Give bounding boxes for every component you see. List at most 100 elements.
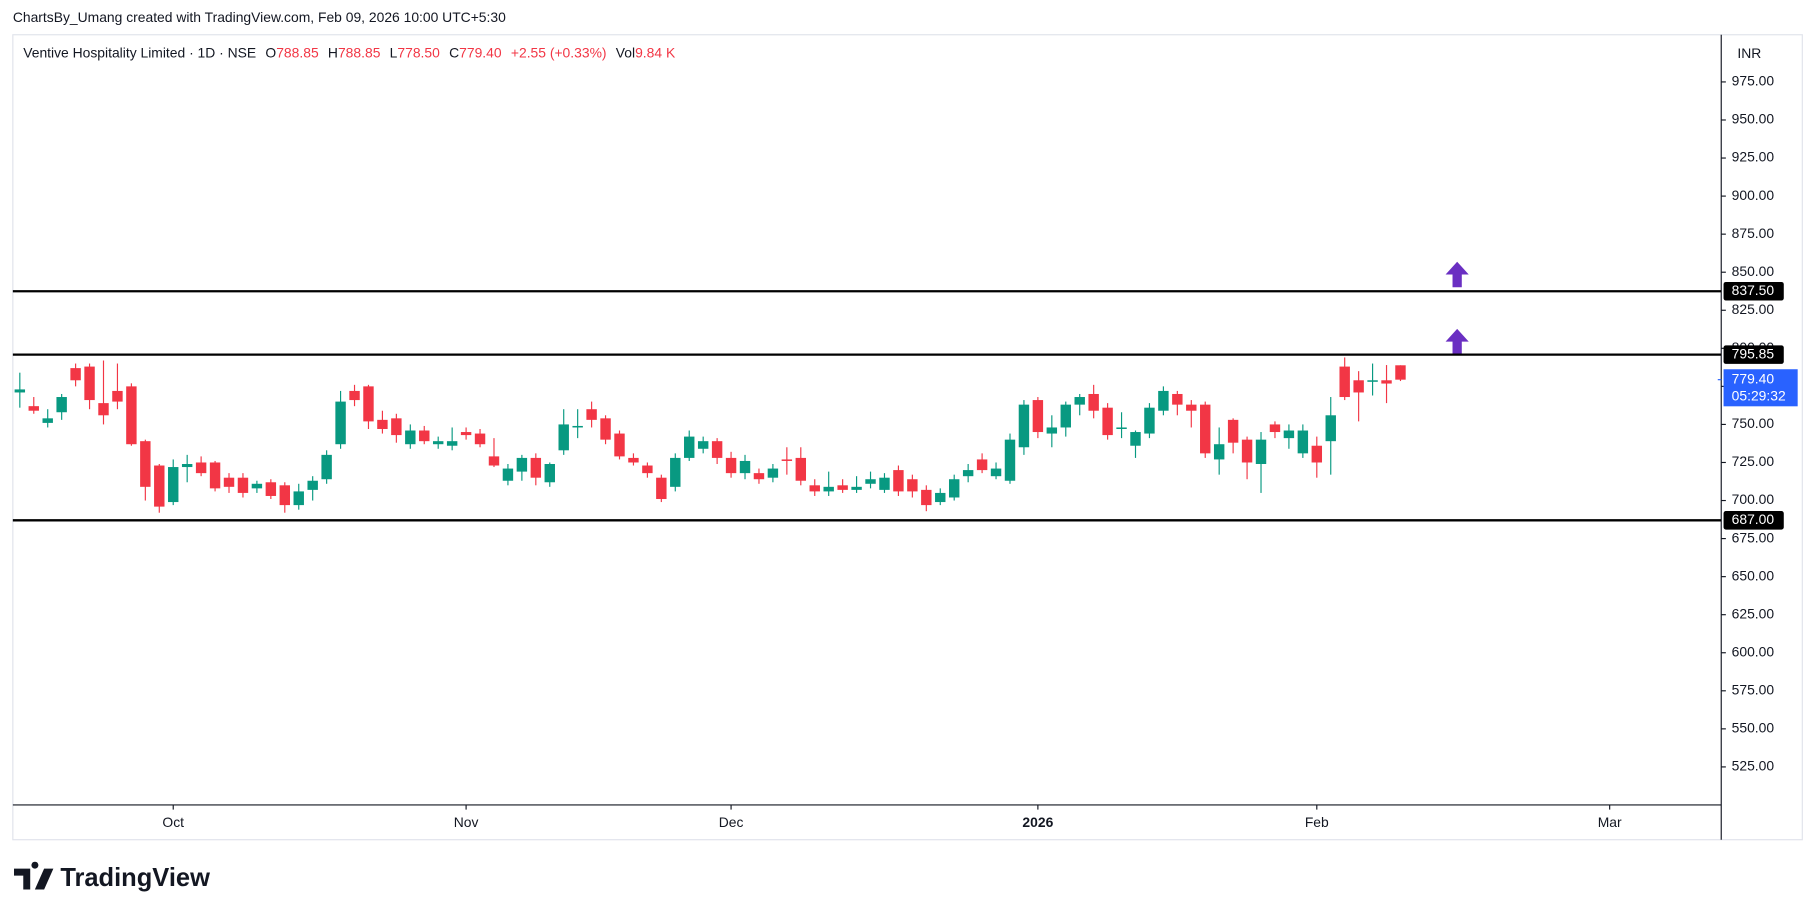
candle-body (1130, 432, 1141, 446)
frame (12, 34, 1803, 841)
x-tick-label: 2026 (1022, 814, 1053, 830)
y-tick-label: 925.00 (1732, 149, 1775, 165)
candle-body (42, 418, 53, 423)
candle-body (181, 464, 193, 468)
candle-body (1241, 439, 1253, 463)
candle-body (1367, 380, 1378, 382)
candle-body (321, 454, 332, 480)
candle-body (98, 403, 109, 416)
candle-body (140, 441, 151, 487)
candle-body (948, 479, 960, 498)
candle-body (70, 368, 81, 381)
currency: INR (1737, 45, 1761, 61)
candle-body (1311, 445, 1323, 463)
candle-body (28, 406, 39, 411)
logo: TradingView (14, 861, 210, 892)
candle-body (126, 386, 137, 445)
candle-body (1088, 393, 1099, 411)
candle-body (1297, 430, 1309, 454)
candle-body (1353, 380, 1364, 393)
candle-body (935, 492, 946, 503)
candle-body (586, 409, 597, 420)
attribution: ChartsBy_Umang created with TradingView.… (13, 9, 506, 25)
candle-body (419, 430, 430, 442)
y-tick-label: 575.00 (1732, 681, 1775, 697)
candle-body (1060, 404, 1071, 428)
candle-body (460, 432, 472, 436)
level-label: 837.50 (1732, 282, 1775, 298)
candle-body (781, 459, 793, 461)
candle-body (711, 441, 723, 458)
volume: 9.84 K (635, 44, 676, 60)
logo-text: TradingView (60, 864, 210, 892)
candle-body (851, 486, 862, 490)
candle-body (1395, 365, 1406, 380)
y-tick-label: 550.00 (1732, 720, 1775, 736)
level-label: 687.00 (1732, 511, 1775, 527)
candle-body (837, 485, 848, 490)
candle-body (265, 482, 277, 496)
candle-body (154, 465, 165, 507)
candle-body (1283, 430, 1295, 439)
candle-body (209, 462, 221, 489)
candle-body (335, 401, 346, 445)
candle-body (84, 366, 95, 401)
candle-body (1269, 424, 1281, 433)
open: 788.85 (276, 44, 319, 60)
y-tick-label: 875.00 (1732, 225, 1775, 241)
candle-body (1227, 419, 1239, 443)
candle-body (488, 456, 500, 466)
candle-body (1200, 404, 1211, 454)
candle-body (823, 486, 834, 492)
close: 779.40 (459, 44, 502, 60)
candle-body (195, 462, 207, 474)
x-tick-label: Nov (454, 814, 479, 830)
candle-body (558, 424, 569, 451)
candle-body (767, 468, 779, 478)
candle-body (1172, 393, 1183, 405)
candle-body (279, 485, 291, 506)
candle-body (600, 418, 611, 440)
x-tick-label: Dec (719, 814, 744, 830)
candle-body (809, 485, 820, 492)
candle-body (307, 480, 318, 490)
y-tick-label: 850.00 (1732, 263, 1775, 279)
candle-body (363, 386, 374, 422)
y-tick-label: 950.00 (1732, 111, 1775, 127)
candle-body (1325, 415, 1336, 442)
level-label: 795.85 (1732, 345, 1775, 361)
candle-body (1032, 400, 1044, 433)
candle-body (405, 430, 416, 445)
y-tick-label: 600.00 (1732, 643, 1775, 659)
x-tick-label: Mar (1598, 814, 1622, 830)
candle-body (907, 479, 918, 492)
candle-body (739, 460, 751, 474)
arrow-up (1445, 261, 1469, 288)
y-tick-label: 825.00 (1732, 301, 1775, 317)
y-tick-label: 900.00 (1732, 187, 1775, 203)
x-tick-label: Feb (1305, 814, 1329, 830)
y-tick-label: 675.00 (1732, 529, 1775, 545)
candle-body (921, 489, 932, 506)
candle-body (1004, 439, 1016, 481)
c: C (449, 44, 459, 60)
symbol: Ventive Hospitality Limited · 1D · NSE (23, 44, 256, 60)
y-tick-label: 725.00 (1732, 453, 1775, 469)
candle-body (990, 468, 1002, 477)
candle-body (628, 457, 639, 463)
candle-body (865, 479, 876, 484)
change: +2.55 (+0.33%) (511, 44, 607, 60)
candle-body (893, 470, 904, 492)
low: 778.50 (397, 44, 440, 60)
candle-body (391, 418, 402, 436)
candle-body (56, 397, 67, 413)
x-tick-label: Oct (162, 814, 184, 830)
candle-body (544, 464, 555, 483)
candle-body (1255, 439, 1267, 465)
candle-body (251, 483, 263, 489)
y-tick-label: 750.00 (1732, 415, 1775, 431)
candle-body (1102, 407, 1113, 436)
candle-body (1186, 404, 1197, 411)
arrow-up (1445, 328, 1469, 355)
